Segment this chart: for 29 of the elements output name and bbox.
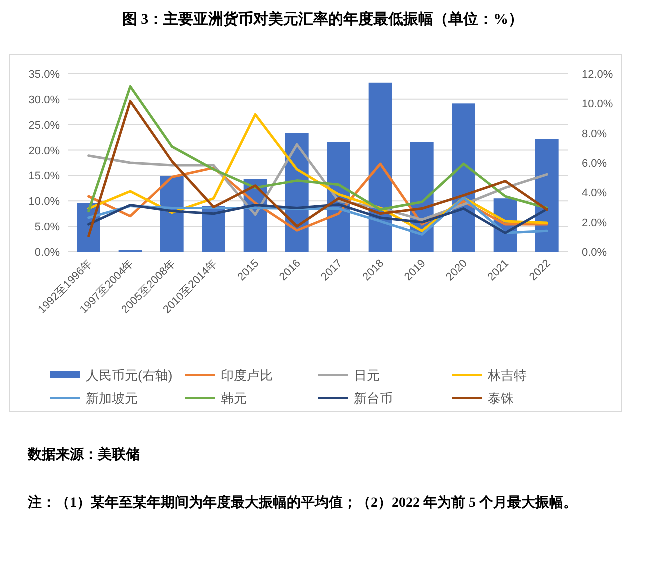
legend-label: 林吉特 <box>487 368 527 383</box>
y-tick-label: 30.0% <box>28 94 60 106</box>
y2-tick-label: 8.0% <box>582 128 608 140</box>
source-note: 数据来源：美联储 <box>28 446 141 465</box>
y2-tick-label: 0.0% <box>582 247 608 259</box>
legend-label: 新台币 <box>354 391 393 406</box>
legend-label: 印度卢比 <box>221 368 273 383</box>
y-tick-label: 25.0% <box>28 120 60 132</box>
y-tick-label: 35.0% <box>28 69 60 81</box>
y2-tick-label: 2.0% <box>582 217 608 230</box>
y-tick-label: 15.0% <box>28 170 60 183</box>
chart-title: 图 3：主要亚洲货币对美元汇率的年度最低振幅（单位：%） <box>121 10 525 29</box>
y-tick-label: 5.0% <box>34 222 60 234</box>
bar <box>536 139 559 252</box>
y2-tick-label: 6.0% <box>582 158 608 170</box>
legend-label: 泰铢 <box>488 391 514 406</box>
legend-label: 日元 <box>354 368 380 383</box>
y2-tick-label: 10.0% <box>582 98 614 111</box>
y2-tick-label: 12.0% <box>582 69 614 81</box>
line-series <box>88 203 548 234</box>
y-tick-label: 10.0% <box>28 196 60 208</box>
y-tick-label: 20.0% <box>28 145 60 158</box>
y-tick-label: 0.0% <box>34 247 60 259</box>
legend-label: 人民币元(右轴) <box>86 368 173 383</box>
legend-label: 韩元 <box>221 391 247 406</box>
text: 注：（1）某年至某年期间为年度最大振幅的平均值；（2）2022 年为前 5 个月最大振幅。 <box>28 494 578 513</box>
line-series <box>88 85 548 213</box>
legend-label: 新加坡元 <box>86 391 138 406</box>
y2-tick-label: 4.0% <box>582 188 608 200</box>
